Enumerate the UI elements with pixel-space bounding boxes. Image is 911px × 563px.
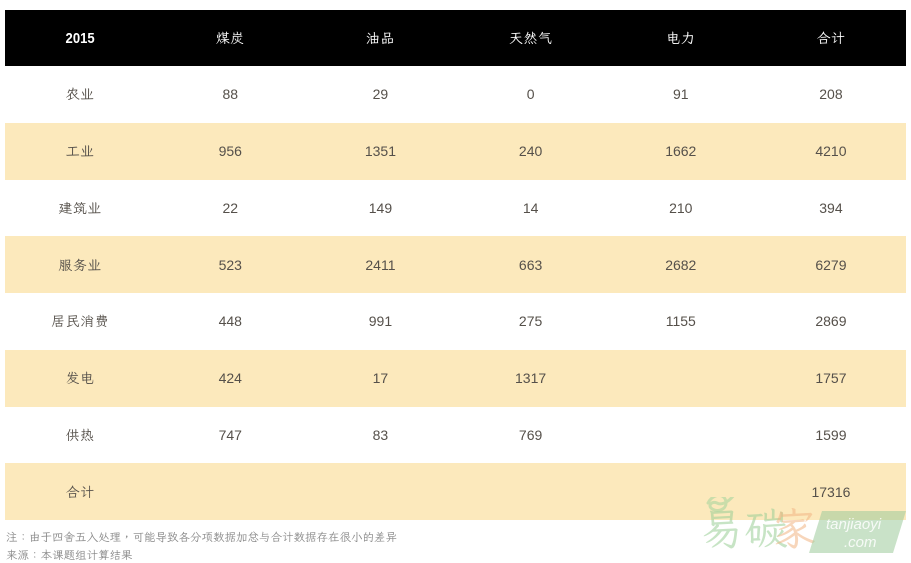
svg-text:家: 家 — [772, 499, 816, 557]
svg-text:tanjiaoyi: tanjiaoyi — [826, 516, 882, 533]
svg-text:.com: .com — [844, 534, 877, 551]
